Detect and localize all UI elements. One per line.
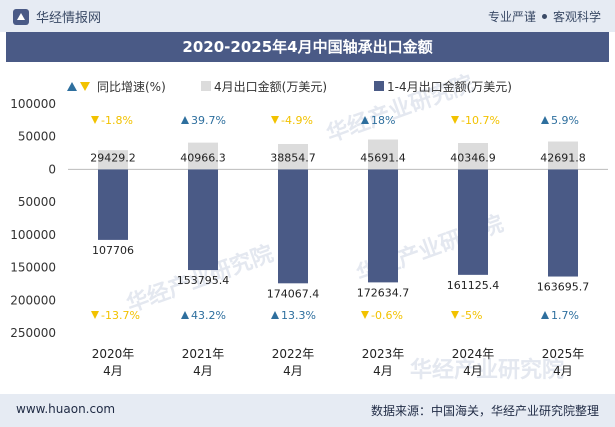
legend-item-april: 4月出口金额(万美元) [201, 79, 327, 94]
brand: 华经情报网 [12, 7, 101, 26]
growth-label: 18% [371, 114, 395, 127]
value-label-cumulative: 172634.7 [357, 286, 410, 299]
bar-april [458, 143, 488, 170]
bar-april [548, 141, 578, 170]
value-label-april: 45691.4 [360, 151, 406, 164]
bar-cumulative [458, 169, 488, 275]
y-tick-label: 200000 [10, 293, 56, 307]
bar-cumulative [548, 169, 578, 277]
growth-label: 39.7% [191, 114, 226, 127]
legend-label-cumulative: 1-4月出口金额(万美元) [387, 79, 512, 94]
top-bar: 华经情报网 专业严谨 客观科学 [0, 0, 615, 32]
up-triangle-icon [271, 311, 279, 319]
up-triangle-icon [541, 116, 549, 124]
down-triangle-icon [451, 116, 459, 124]
chart-title: 2020-2025年4月中国轴承出口金额 [6, 32, 609, 62]
value-label-cumulative: 107706 [92, 244, 134, 257]
y-tick-label: 100000 [10, 228, 56, 242]
growth-label: -0.6% [371, 309, 403, 322]
watermark: 华经产业研究院 [410, 357, 564, 383]
legend: 同比增速(%) 4月出口金额(万美元) 1-4月出口金额(万美元) [67, 79, 512, 94]
y-tick-label: 50000 [18, 195, 56, 209]
bar-cumulative [368, 169, 398, 283]
x-tick-label: 2025年 [542, 347, 585, 361]
footer: www.huaon.com 数据来源：中国海关，华经产业研究院整理 [0, 394, 615, 427]
down-triangle-icon [271, 116, 279, 124]
x-tick-label: 4月 [553, 364, 573, 378]
bar-cumulative [278, 169, 308, 284]
up-triangle-icon [181, 116, 189, 124]
up-triangle-icon [361, 116, 369, 124]
tagline: 专业严谨 客观科学 [488, 8, 601, 25]
value-label-april: 38854.7 [270, 151, 316, 164]
down-triangle-icon [91, 311, 99, 319]
y-tick-label: 100000 [10, 97, 56, 111]
bar-april [368, 139, 398, 170]
value-label-cumulative: 161125.4 [447, 279, 500, 292]
bar-april [98, 150, 128, 170]
x-tick-label: 2024年 [452, 347, 495, 361]
value-label-april: 40346.9 [450, 151, 496, 164]
down-triangle-icon [80, 82, 90, 91]
x-tick-label: 4月 [283, 364, 303, 378]
value-label-cumulative: 153795.4 [177, 274, 230, 287]
x-tick-label: 4月 [193, 364, 213, 378]
dot-separator [541, 14, 547, 19]
plot-area: 100000 50000 0 50000 100000 150000 200000 25000… [10, 97, 608, 378]
down-triangle-icon [91, 116, 99, 124]
growth-label: -4.9% [281, 114, 313, 127]
growth-label: -5% [461, 309, 482, 322]
tagline-right: 客观科学 [552, 10, 601, 24]
data-source: 数据来源：中国海关，华经产业研究院整理 [370, 404, 599, 418]
legend-swatch-cumulative [374, 81, 384, 91]
value-label-april: 29429.2 [90, 151, 136, 164]
value-label-cumulative: 163695.7 [537, 281, 590, 294]
value-label-april: 42691.8 [540, 151, 586, 164]
tagline-left: 专业严谨 [487, 10, 536, 24]
legend-swatch-april [201, 81, 211, 91]
legend-item-growth: 同比增速(%) [67, 80, 166, 94]
up-triangle-icon [541, 311, 549, 319]
growth-label: 1.7% [551, 309, 579, 322]
bar-april [188, 142, 218, 170]
y-tick-label: 50000 [18, 130, 56, 144]
legend-label-april: 4月出口金额(万美元) [214, 79, 327, 94]
value-label-april: 40966.3 [180, 151, 226, 164]
legend-item-cumulative: 1-4月出口金额(万美元) [374, 79, 512, 94]
x-tick-label: 2022年 [272, 347, 315, 361]
y-tick-label: 0 [48, 162, 56, 176]
huajing-logo-icon [13, 8, 29, 25]
up-triangle-icon [181, 311, 189, 319]
down-triangle-icon [451, 311, 459, 319]
x-tick-label: 2021年 [182, 347, 225, 361]
bar-cumulative [188, 169, 218, 271]
brand-name: 华经情报网 [36, 11, 102, 26]
down-triangle-icon [361, 311, 369, 319]
y-tick-label: 150000 [10, 261, 56, 275]
x-tick-label: 4月 [373, 364, 393, 378]
value-label-cumulative: 174067.4 [267, 287, 320, 300]
bar-april [278, 144, 308, 170]
growth-label: 13.3% [281, 309, 316, 322]
site-url: www.huaon.com [16, 402, 116, 416]
growth-label: -10.7% [461, 114, 500, 127]
legend-label-growth: 同比增速(%) [97, 80, 166, 94]
bar-cumulative [98, 169, 128, 240]
x-tick-label: 4月 [103, 364, 123, 378]
x-tick-label: 4月 [463, 364, 483, 378]
growth-label: -1.8% [101, 114, 133, 127]
growth-label: -13.7% [101, 309, 140, 322]
x-tick-label: 2020年 [92, 347, 135, 361]
x-tick-label: 2023年 [362, 347, 405, 361]
up-triangle-icon [67, 82, 77, 91]
growth-label: 43.2% [191, 309, 226, 322]
chart: 华经产业研究院 华经产业研究院 华经产业研究院 华经产业研究院 同比增速(%) … [10, 71, 608, 383]
y-tick-label: 250000 [10, 326, 56, 340]
growth-label: 5.9% [551, 114, 579, 127]
